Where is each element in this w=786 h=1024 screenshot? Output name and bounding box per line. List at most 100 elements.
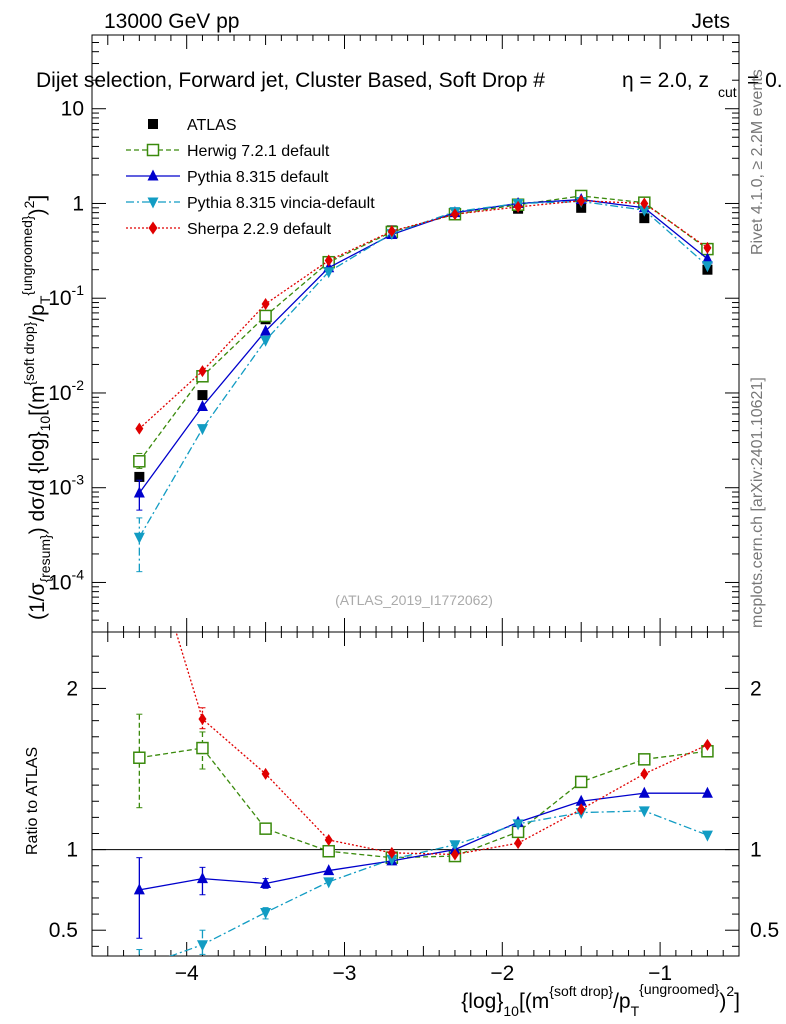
subtitle: Dijet selection, Forward jet, Cluster Ba… [36, 69, 783, 100]
subtitle-cut: cut [718, 84, 737, 100]
xlabel-part: ) [719, 990, 726, 1013]
ylabel-part: [(m [26, 386, 49, 416]
main-series-group [133, 189, 714, 573]
data-point-vincia [133, 532, 145, 544]
legend-item-herwig: Herwig 7.2.1 default [126, 143, 330, 160]
data-point-sherpa [261, 767, 270, 780]
analysis-id: (ATLAS_2019_I1772062) [335, 592, 493, 608]
rivet-label: Rivet 4.1.0, ≥ 2.2M events [749, 69, 766, 255]
legend: ATLAS Herwig 7.2.1 default Pythia 8.315 de… [126, 117, 375, 238]
ratio-y-tick-label-right: 0.5 [750, 919, 779, 942]
series-herwig [133, 713, 714, 864]
ratio-y-tick-label-right: 2 [750, 677, 762, 700]
data-point-vincia [638, 806, 650, 818]
ratio-series-group [133, 632, 714, 956]
x-axis-label: {log}10[(m{soft drop}/pT {ungroomed})2] [461, 981, 740, 1019]
ratio-axis-ticks: 0.5 0.5 1 1 2 2 −4 −3 −2 −1 [49, 655, 779, 985]
process-label: Jets [691, 10, 730, 33]
data-point-vincia [196, 424, 208, 436]
ratio-y-tick-label: 2 [66, 677, 78, 700]
data-point-pythia [260, 876, 272, 888]
data-point-pythia [323, 864, 335, 876]
xlabel-part: T [631, 1003, 640, 1019]
y-tick-base: 1 [72, 192, 84, 215]
ratio-y-axis-label: Ratio to ATLAS [24, 747, 41, 855]
ratio-y-tick-label-right: 1 [750, 839, 762, 862]
y-tick-label: 10-3 [48, 472, 84, 500]
data-point-vincia [701, 261, 713, 273]
data-point-sherpa [640, 197, 649, 210]
data-point-pythia [701, 252, 713, 264]
ylabel-part: ] [26, 195, 49, 201]
data-point-atlas [639, 213, 650, 224]
ratio-y-tick-label: 0.5 [49, 919, 78, 942]
data-point-pythia [196, 872, 208, 884]
data-point-sherpa [324, 254, 333, 267]
series-line-vincia [138, 200, 708, 538]
series-sherpa [135, 194, 712, 435]
data-point-pythia [575, 794, 587, 806]
ylabel-part: /p [26, 304, 49, 322]
y-tick-base: 10 [48, 382, 71, 405]
legend-label-sherpa: Sherpa 2.2.9 default [187, 221, 332, 238]
x-tick-label: −4 [175, 962, 199, 985]
data-point-sherpa [198, 713, 207, 726]
legend-item-atlas: ATLAS [148, 117, 237, 134]
ratio-y-tick-label: 1 [66, 839, 78, 862]
data-point-vincia [260, 335, 272, 347]
subtitle-main: Dijet selection, Forward jet, Cluster Ba… [36, 69, 545, 92]
data-point-sherpa [640, 767, 649, 780]
ylabel-part: T [37, 295, 53, 304]
y-tick-label: 10 [61, 98, 84, 121]
series-atlas [134, 202, 713, 482]
data-point-sherpa [261, 297, 270, 310]
x-tick-label: −3 [333, 962, 357, 985]
panel-plot-area [133, 632, 714, 956]
data-point-herwig [259, 822, 272, 835]
series-sherpa [175, 632, 712, 861]
ylabel-part: (1/σ [26, 582, 49, 620]
ylabel-part: 10 [37, 416, 53, 432]
data-point-herwig [196, 741, 209, 755]
ylabel-part: {soft drop} [21, 321, 37, 385]
series-vincia [136, 806, 713, 956]
ylabel-part: 2 [21, 200, 37, 208]
data-point-pythia [701, 786, 713, 798]
xlabel-part: 10 [503, 1003, 519, 1019]
data-point-sherpa [703, 241, 712, 254]
legend-marker-pythia [147, 169, 159, 181]
data-point-pythia [133, 486, 145, 498]
data-point-vincia [701, 830, 713, 842]
data-point-pythia [196, 399, 208, 411]
data-point-herwig [574, 775, 588, 789]
data-point-sherpa [514, 837, 523, 850]
xlabel-part: /p [613, 990, 631, 1013]
x-tick-label: −2 [490, 962, 514, 985]
data-point-sherpa [703, 738, 712, 751]
data-point-vincia [512, 819, 524, 831]
x-tick-label: −1 [648, 962, 672, 985]
data-point-sherpa [324, 833, 333, 846]
y-tick-base: 10 [48, 287, 71, 310]
y-tick-label: 10-1 [48, 282, 84, 310]
series-line-sherpa [175, 632, 708, 856]
y-tick-exponent: -3 [72, 472, 85, 488]
data-point-vincia [638, 205, 650, 217]
y-tick-base: 10 [48, 571, 71, 594]
legend-marker-sherpa [148, 221, 158, 235]
legend-item-vincia: Pythia 8.315 vincia-default [126, 195, 375, 212]
data-point-sherpa [514, 200, 523, 213]
series-line-pythia [139, 792, 708, 891]
data-point-sherpa [387, 225, 396, 238]
data-point-vincia [196, 940, 208, 952]
legend-marker-herwig [146, 143, 160, 157]
y-tick-label: 10-2 [48, 377, 84, 405]
series-line-sherpa [138, 200, 708, 430]
xlabel-part: {log} [461, 990, 503, 1013]
legend-marker-atlas [148, 119, 158, 129]
y-tick-base: 10 [61, 98, 84, 121]
data-point-vincia [260, 907, 272, 919]
data-point-herwig [133, 455, 146, 468]
data-point-sherpa [198, 365, 207, 378]
